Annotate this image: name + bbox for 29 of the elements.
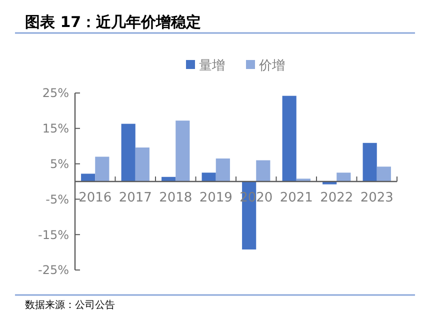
y-tick-label: -15% xyxy=(38,228,69,242)
y-tick-label: -5% xyxy=(46,192,69,206)
x-tick-label: 2017 xyxy=(118,190,152,206)
x-tick-label: 2019 xyxy=(199,190,232,206)
bar xyxy=(81,174,96,182)
bar xyxy=(176,120,190,182)
legend-label: 价增 xyxy=(258,58,285,74)
y-tick-label: 15% xyxy=(42,122,69,136)
x-tick-label: 2016 xyxy=(78,190,112,206)
legend-label: 量增 xyxy=(199,58,225,74)
bar xyxy=(202,172,216,182)
bar xyxy=(282,96,296,182)
chart-title: 图表 17：近几年价增稳定 xyxy=(25,13,202,31)
x-tick-label: 2018 xyxy=(159,190,192,206)
bar xyxy=(95,156,110,182)
bar xyxy=(376,166,391,182)
y-tick-label: 5% xyxy=(50,157,69,171)
x-tick-label: 2023 xyxy=(360,190,394,206)
x-tick-label: 2021 xyxy=(280,190,313,206)
bar xyxy=(216,158,230,182)
x-tick-label: 2022 xyxy=(320,190,354,206)
bar xyxy=(336,172,351,182)
y-tick-label: 25% xyxy=(42,86,69,100)
bar xyxy=(135,148,150,182)
y-tick-label: -25% xyxy=(38,263,69,278)
bar xyxy=(121,124,136,182)
source-note: 数据来源：公司公告 xyxy=(25,299,115,311)
bar xyxy=(256,160,270,182)
bar xyxy=(362,142,377,182)
